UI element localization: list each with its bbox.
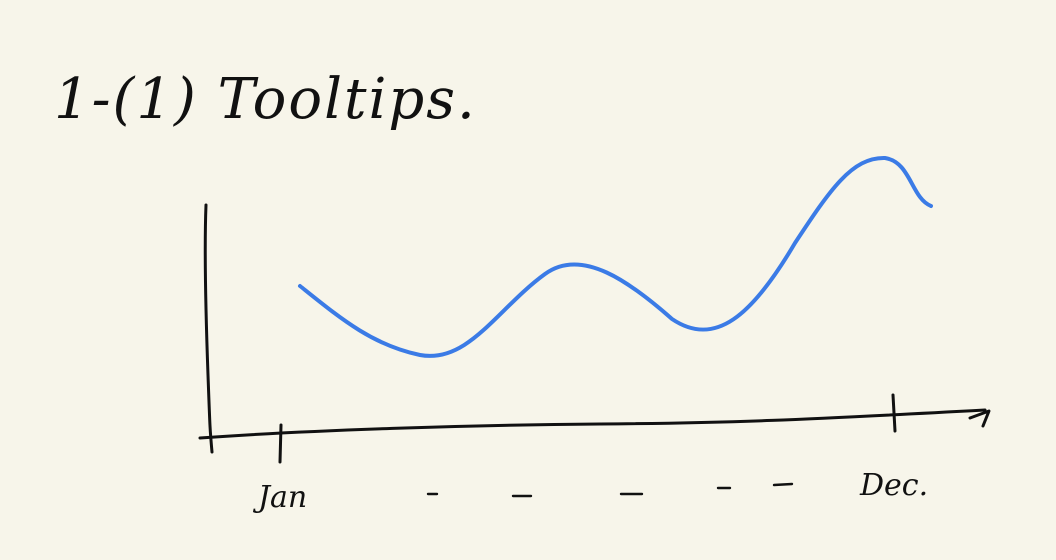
x-axis-arrow-head <box>968 409 991 428</box>
x-axis-line <box>198 408 987 440</box>
x-tick-label-start: Jan <box>252 480 307 515</box>
series-line <box>298 155 933 358</box>
x-axis-tick-start <box>278 423 283 464</box>
x-axis-tick-end <box>891 393 897 433</box>
x-tick-label-end: Dec. <box>859 468 928 503</box>
sketch-title: 1-(1) Tooltips. <box>54 67 477 132</box>
ellipsis-dash-5 <box>772 482 794 487</box>
y-axis-line <box>203 203 214 454</box>
